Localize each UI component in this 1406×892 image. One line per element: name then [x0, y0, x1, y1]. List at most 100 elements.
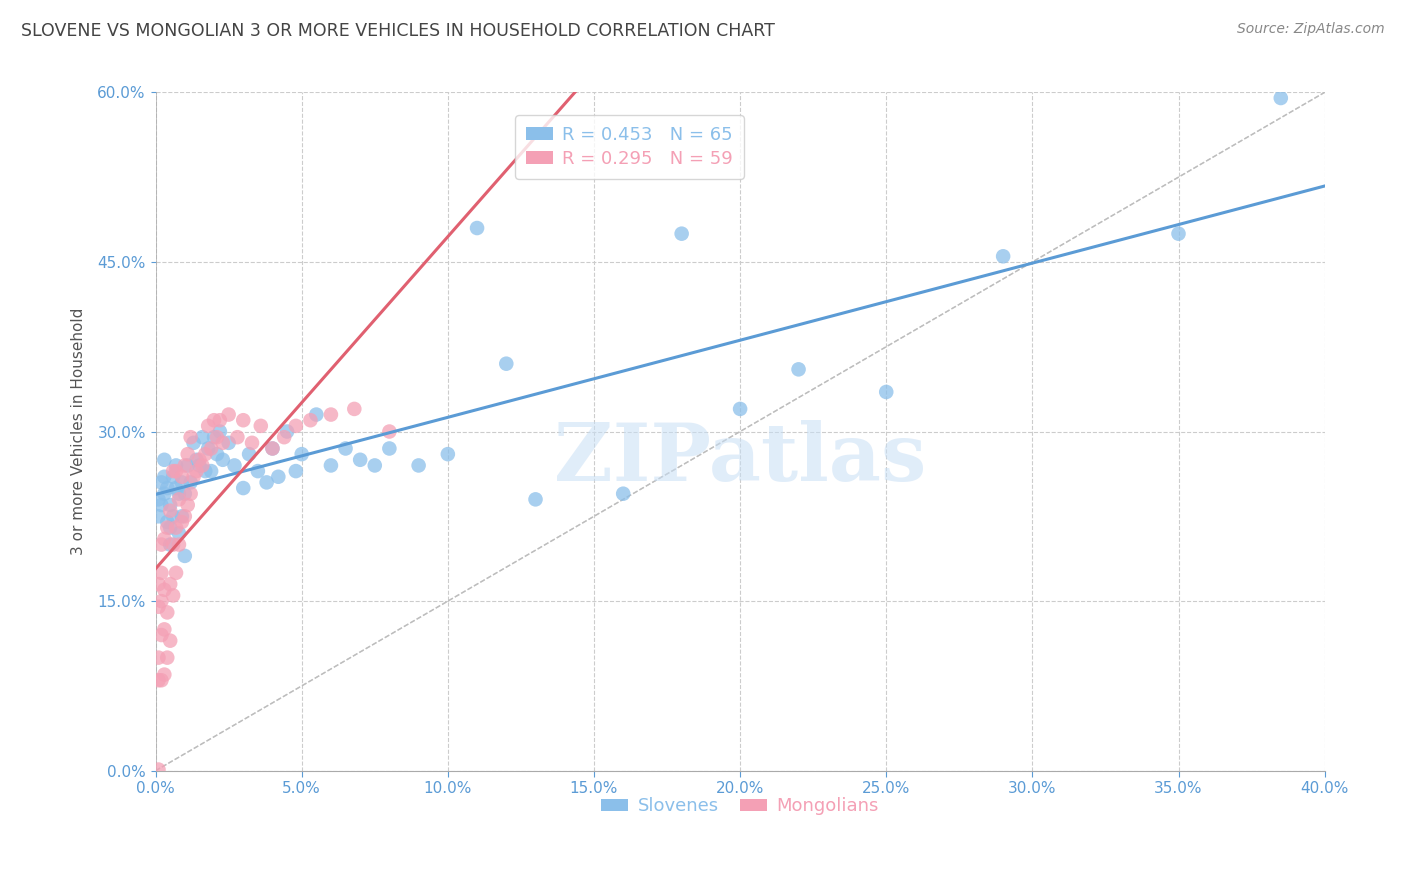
Point [202, 413, 225, 427]
Point [188, 452, 211, 467]
Y-axis label: 3 or more Vehicles in Household: 3 or more Vehicles in Household [72, 308, 86, 555]
Point [188, 458, 211, 473]
Point [165, 464, 187, 478]
Point [177, 447, 200, 461]
Point [612, 486, 634, 500]
Point [191, 458, 214, 473]
Point [159, 577, 181, 591]
Point [378, 425, 401, 439]
Point [153, 452, 176, 467]
Point [159, 633, 181, 648]
Point [273, 430, 295, 444]
Point [148, 577, 170, 591]
Point [159, 521, 181, 535]
Point [165, 566, 187, 580]
Point [153, 469, 176, 483]
Point [162, 469, 184, 483]
Point [208, 425, 231, 439]
Point [205, 447, 228, 461]
Point [349, 452, 371, 467]
Text: SLOVENE VS MONGOLIAN 3 OR MORE VEHICLES IN HOUSEHOLD CORRELATION CHART: SLOVENE VS MONGOLIAN 3 OR MORE VEHICLES … [21, 22, 775, 40]
Point [148, 509, 170, 524]
Point [180, 430, 202, 444]
Point [194, 464, 217, 478]
Point [262, 442, 284, 456]
Point [167, 486, 190, 500]
Point [148, 763, 170, 777]
Point [465, 221, 488, 235]
Point [319, 458, 342, 473]
Point [197, 442, 219, 456]
Point [364, 458, 387, 473]
Point [177, 458, 200, 473]
Point [291, 447, 314, 461]
Point [186, 452, 208, 467]
Point [246, 464, 269, 478]
Point [148, 650, 170, 665]
Point [153, 667, 176, 681]
Point [150, 673, 173, 688]
Point [226, 430, 249, 444]
Point [232, 481, 254, 495]
Point [495, 357, 517, 371]
Point [343, 401, 366, 416]
Point [162, 509, 184, 524]
Point [150, 566, 173, 580]
Point [197, 418, 219, 433]
Point [173, 549, 195, 563]
Point [1270, 91, 1292, 105]
Point [202, 430, 225, 444]
Point [162, 464, 184, 478]
Point [267, 469, 290, 483]
Point [262, 442, 284, 456]
Point [165, 481, 187, 495]
Point [238, 447, 260, 461]
Point [173, 458, 195, 473]
Point [232, 413, 254, 427]
Point [319, 408, 342, 422]
Point [148, 599, 170, 614]
Point [156, 650, 179, 665]
Text: ZIPatlas: ZIPatlas [554, 419, 927, 498]
Point [284, 418, 307, 433]
Point [335, 442, 357, 456]
Point [208, 413, 231, 427]
Point [150, 594, 173, 608]
Point [378, 442, 401, 456]
Point [156, 521, 179, 535]
Point [150, 475, 173, 490]
Point [173, 509, 195, 524]
Point [194, 447, 217, 461]
Point [159, 503, 181, 517]
Point [1167, 227, 1189, 241]
Point [167, 538, 190, 552]
Point [671, 227, 693, 241]
Point [249, 418, 271, 433]
Point [875, 384, 897, 399]
Point [159, 498, 181, 512]
Point [218, 435, 240, 450]
Point [991, 249, 1014, 263]
Point [173, 486, 195, 500]
Point [156, 515, 179, 529]
Point [186, 464, 208, 478]
Point [150, 498, 173, 512]
Point [156, 481, 179, 495]
Text: Source: ZipAtlas.com: Source: ZipAtlas.com [1237, 22, 1385, 37]
Point [170, 469, 193, 483]
Point [218, 408, 240, 422]
Point [150, 628, 173, 642]
Point [170, 509, 193, 524]
Point [787, 362, 810, 376]
Point [148, 673, 170, 688]
Point [240, 435, 263, 450]
Point [408, 458, 430, 473]
Point [524, 492, 547, 507]
Point [211, 435, 233, 450]
Point [162, 538, 184, 552]
Point [165, 458, 187, 473]
Point [162, 589, 184, 603]
Point [167, 492, 190, 507]
Point [177, 498, 200, 512]
Point [183, 435, 205, 450]
